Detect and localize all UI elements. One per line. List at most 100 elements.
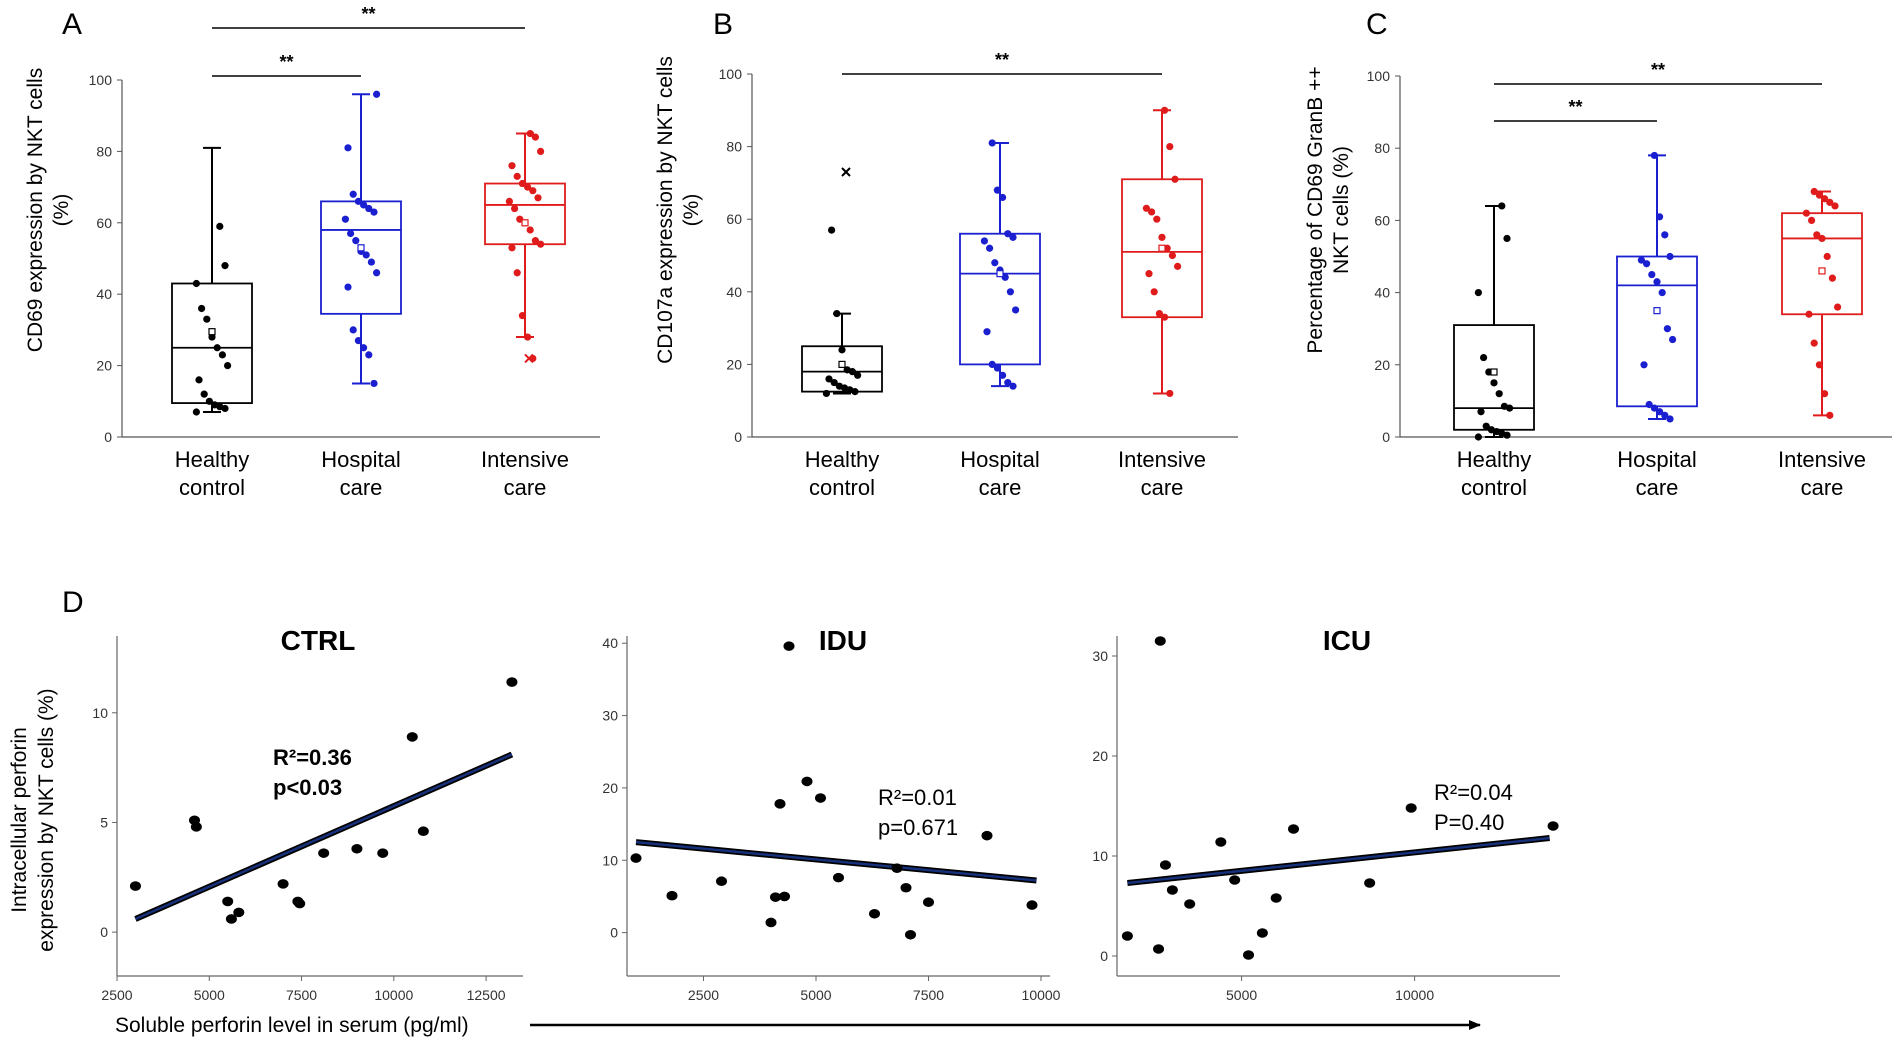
data-point (203, 315, 211, 323)
data-point (830, 378, 838, 387)
idu-data-point (716, 876, 727, 887)
ctrl-title: CTRL (281, 625, 356, 656)
data-point (205, 397, 213, 405)
data-point (365, 204, 373, 213)
panel-c-ytick-label: 60 (1374, 212, 1390, 228)
data-point (986, 244, 994, 252)
data-point (1012, 306, 1020, 314)
data-point (1658, 289, 1666, 297)
data-point (999, 193, 1007, 202)
idu-data-point (666, 890, 678, 901)
data-point (513, 269, 521, 277)
data-point (360, 201, 368, 209)
icu-data-point (1215, 837, 1227, 847)
data-point (993, 364, 1002, 372)
data-point (988, 360, 996, 368)
data-point (1487, 426, 1495, 434)
significance-label: ** (361, 4, 375, 24)
idu-title: IDU (819, 625, 867, 656)
significance-label: ** (279, 52, 293, 72)
panel-a-ytick-label: 80 (96, 143, 112, 159)
ctrl-xtick-label: 10000 (374, 987, 413, 1003)
icu-plot-area: 0 10 20 30 5000 10000 (1092, 636, 1560, 1003)
data-point (531, 237, 540, 245)
idu-data-point (900, 882, 912, 893)
data-point (344, 283, 352, 291)
data-point (1810, 187, 1818, 196)
idu-data-point (891, 863, 903, 874)
panel-d-ctrl-scatter: CTRL R²=0.36 p<0.03 0 5 10 2500 5000 7500 1000… (92, 625, 523, 1003)
data-point (341, 215, 349, 223)
idu-xtick-label: 5000 (800, 987, 831, 1003)
category-label-line2: care (504, 475, 547, 500)
idu-data-point (779, 891, 790, 902)
icu-data-point (1364, 878, 1376, 888)
panel-c-ylabel-line1: Percentage of CD69 GranB ++ (1304, 66, 1327, 353)
data-point (1161, 313, 1169, 321)
ctrl-data-point (222, 896, 234, 907)
data-point (518, 179, 527, 188)
data-point (367, 258, 375, 266)
ctrl-data-point (377, 848, 389, 858)
data-point (1643, 260, 1651, 268)
icu-stat-r2: R²=0.04 (1434, 780, 1513, 805)
category-label-line1: Intensive (481, 447, 569, 472)
icu-data-point (1154, 636, 1166, 646)
panel-a-ytick-label: 100 (89, 72, 113, 88)
data-point (1828, 274, 1836, 282)
data-point (1168, 251, 1176, 260)
data-point (1153, 215, 1161, 223)
data-point (1666, 252, 1674, 261)
data-point (1669, 335, 1677, 344)
ctrl-plot-area: 0 5 10 2500 5000 7500 10000 12500 (92, 636, 523, 1003)
data-point (983, 328, 991, 336)
data-point (1166, 389, 1174, 398)
data-point (1161, 106, 1169, 114)
significance-label: ** (995, 50, 1009, 70)
data-point (349, 326, 357, 334)
data-point (1650, 151, 1658, 160)
box-mean-marker (838, 360, 846, 368)
idu-data-point (923, 897, 934, 908)
panel-b-box-plot: B CD107a expression by NKT cells (%) 0 20… (654, 8, 1238, 500)
panel-c-ytick-label: 80 (1374, 140, 1390, 156)
category-label-line1: Healthy (1457, 447, 1532, 472)
box-iqr (959, 232, 1041, 366)
data-point (1823, 252, 1831, 261)
data-point (1637, 256, 1645, 264)
ctrl-xtick-label: 12500 (467, 987, 506, 1003)
data-point (373, 90, 381, 98)
category-label-line2: care (1636, 475, 1679, 500)
data-point (1661, 411, 1669, 419)
ctrl-data-point (225, 914, 237, 924)
icu-data-point (1121, 931, 1133, 941)
icu-ytick-label: 0 (1100, 948, 1108, 964)
idu-data-point (833, 872, 844, 883)
data-point (518, 312, 527, 320)
data-point (216, 222, 224, 230)
data-point (524, 183, 532, 191)
panel-c-box-plot: C Percentage of CD69 GranB ++ NKT cells … (1304, 8, 1892, 500)
ctrl-ytick-label: 10 (92, 705, 108, 721)
idu-fit-line (635, 840, 1037, 882)
data-point (1142, 204, 1150, 212)
panel-label-a: A (62, 8, 82, 41)
data-point (1656, 213, 1664, 221)
icu-ytick-label: 10 (1092, 848, 1108, 864)
category-label-line2: care (340, 475, 383, 500)
panel-a-ytick-label: 0 (104, 429, 112, 445)
significance-label: ** (1568, 97, 1582, 117)
panel-a-ylabel-line1: CD69 expression by NKT cells (24, 68, 47, 352)
category-label-line2: control (1461, 475, 1527, 500)
box-iqr (171, 282, 253, 404)
data-point (1490, 379, 1498, 387)
data-point (1826, 411, 1834, 419)
data-point (218, 351, 226, 359)
data-point (1640, 361, 1648, 369)
data-point (1805, 310, 1813, 318)
ctrl-fit-line (134, 753, 513, 921)
icu-title: ICU (1323, 625, 1371, 656)
data-point (1834, 303, 1842, 311)
data-point (1004, 378, 1012, 387)
data-point (825, 375, 833, 383)
